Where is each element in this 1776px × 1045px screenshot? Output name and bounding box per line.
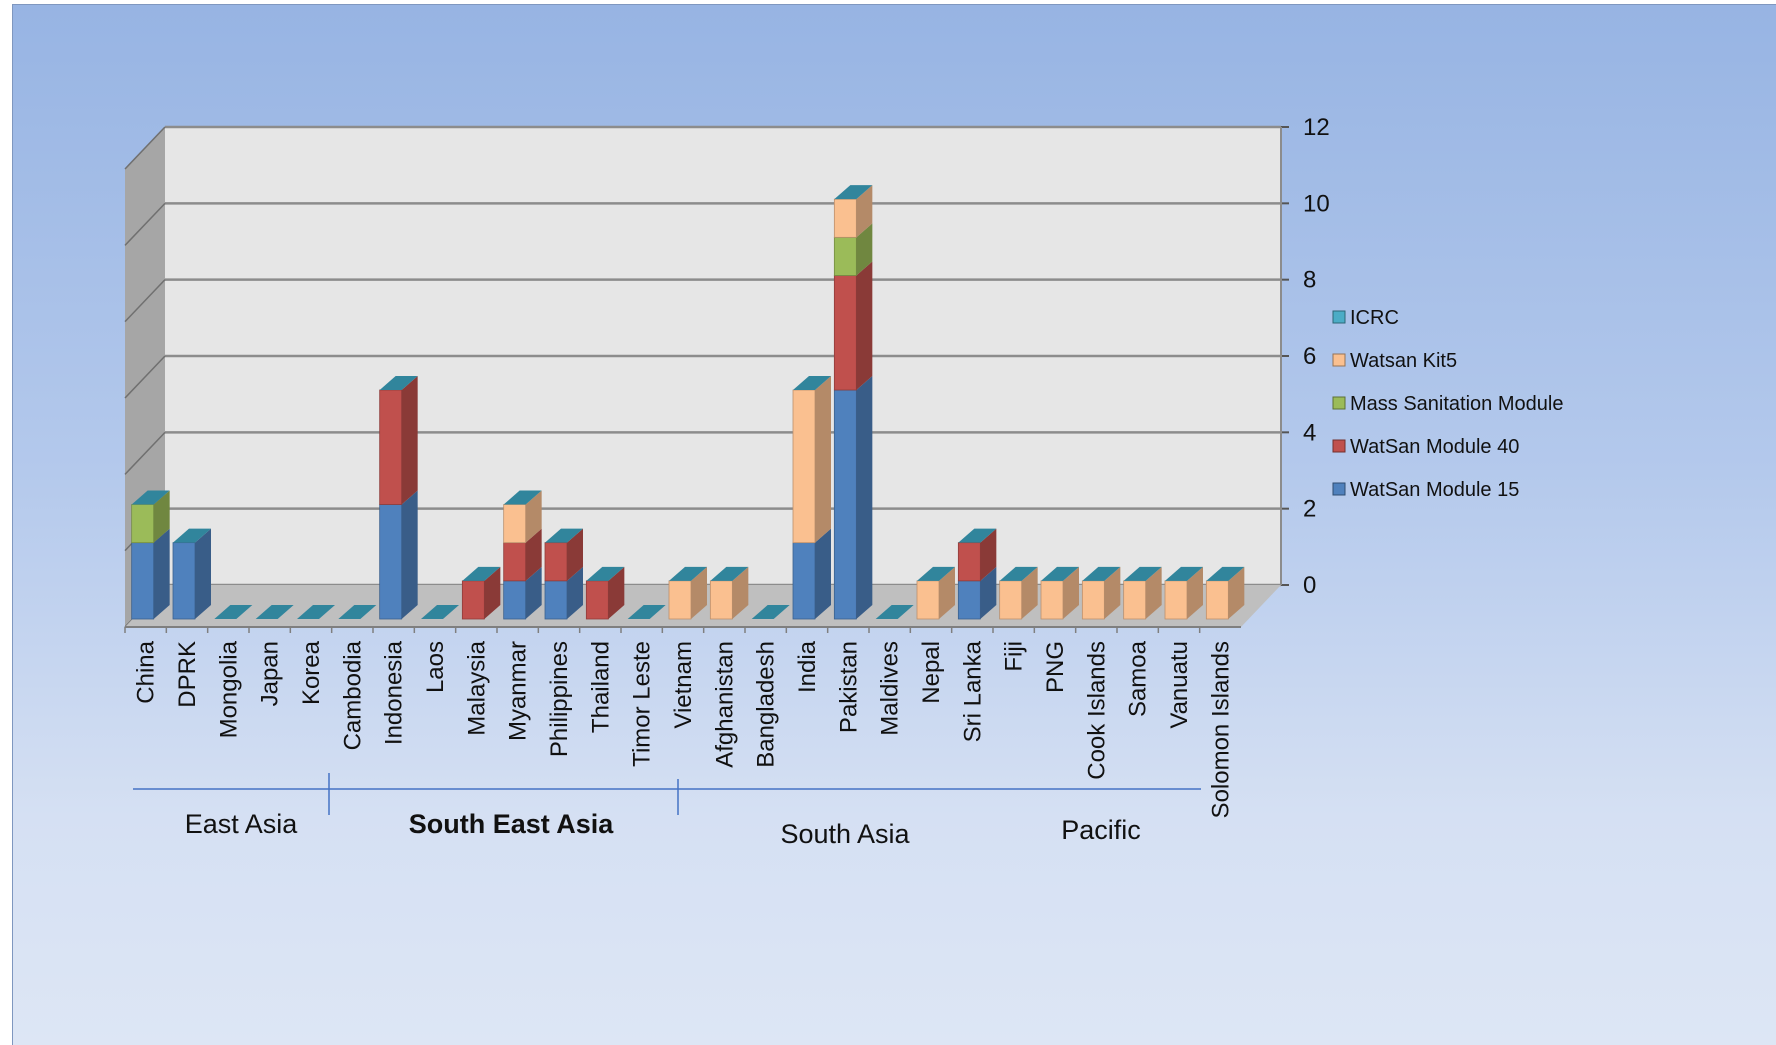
stacked-3d-bar-chart: 0 2 4 6 8 10 12 China DPRK Mongolia Japan Korea Cam… bbox=[13, 5, 1776, 1045]
bar-segment bbox=[1082, 581, 1104, 619]
bar-stack bbox=[793, 376, 831, 619]
category-label: Cambodia bbox=[339, 640, 366, 750]
y-tick-label: 2 bbox=[1303, 496, 1316, 523]
bar-segment bbox=[586, 581, 608, 619]
region-label: South East Asia bbox=[409, 809, 615, 839]
bar-segment bbox=[1124, 581, 1146, 619]
bar-segment bbox=[173, 543, 195, 619]
category-label: Vietnam bbox=[670, 641, 697, 729]
y-axis: 0 2 4 6 8 10 12 bbox=[1281, 114, 1330, 599]
category-label: Vanuatu bbox=[1166, 641, 1193, 729]
category-label: Laos bbox=[422, 641, 449, 693]
bar-segment bbox=[834, 276, 856, 391]
bar-segment bbox=[380, 390, 402, 505]
y-tick-label: 8 bbox=[1303, 267, 1316, 294]
category-label: Philippines bbox=[546, 641, 573, 757]
category-label: PNG bbox=[1042, 641, 1069, 693]
bar-segment-side bbox=[815, 376, 831, 543]
bar-segment-side bbox=[402, 376, 418, 505]
legend-label[interactable]: ICRC bbox=[1350, 307, 1399, 329]
category-label: Mongolia bbox=[215, 640, 242, 738]
bar-stack bbox=[173, 529, 211, 619]
category-label: Timor Leste bbox=[629, 641, 656, 767]
bar-segment bbox=[132, 543, 154, 619]
y-tick-label: 6 bbox=[1303, 343, 1316, 370]
category-label: Sri Lanka bbox=[959, 640, 986, 742]
category-label: Samoa bbox=[1125, 640, 1152, 717]
category-label: China bbox=[133, 640, 160, 703]
bar-segment bbox=[1000, 581, 1022, 619]
category-label: Afghanistan bbox=[711, 641, 738, 768]
category-label: Japan bbox=[257, 641, 284, 706]
bar-segment bbox=[1165, 581, 1187, 619]
category-label: Bangladesh bbox=[753, 641, 780, 768]
bar-segment bbox=[132, 505, 154, 543]
category-label: Korea bbox=[298, 640, 325, 705]
bar-segment bbox=[958, 543, 980, 581]
category-label: Myanmar bbox=[505, 641, 532, 741]
bar-segment bbox=[545, 543, 567, 581]
region-label: South Asia bbox=[780, 819, 910, 849]
category-label: Indonesia bbox=[381, 640, 408, 745]
bar-segment bbox=[380, 505, 402, 620]
bar-segment-side bbox=[815, 529, 831, 619]
chart-frame: 0 2 4 6 8 10 12 China DPRK Mongolia Japan Korea Cam… bbox=[12, 4, 1776, 1045]
bar-segment-side bbox=[856, 262, 872, 391]
bar-segment bbox=[504, 581, 526, 619]
bar-segment bbox=[834, 390, 856, 619]
category-label: India bbox=[794, 640, 821, 693]
bar-segment-side bbox=[154, 529, 170, 619]
bar-stack bbox=[132, 491, 170, 620]
legend-swatch[interactable] bbox=[1333, 440, 1345, 452]
y-tick-label: 4 bbox=[1303, 419, 1316, 446]
bar-stack bbox=[834, 185, 872, 619]
bar-segment bbox=[504, 505, 526, 543]
category-label: Pakistan bbox=[835, 641, 862, 733]
bar-segment bbox=[1041, 581, 1063, 619]
region-label: East Asia bbox=[185, 809, 299, 839]
bar-segment bbox=[1206, 581, 1228, 619]
legend-swatch[interactable] bbox=[1333, 397, 1345, 409]
category-label: Cook Islands bbox=[1083, 641, 1110, 780]
legend-label[interactable]: WatSan Module 40 bbox=[1350, 436, 1519, 458]
bar-segment bbox=[669, 581, 691, 619]
category-label: Solomon Islands bbox=[1207, 641, 1234, 818]
category-label: Thailand bbox=[587, 641, 614, 733]
bar-segment-side bbox=[195, 529, 211, 619]
legend-label[interactable]: Mass Sanitation Module bbox=[1350, 393, 1563, 415]
bar-stack bbox=[958, 529, 996, 619]
region-groups: East Asia South East Asia South Asia Pacifi… bbox=[133, 773, 1201, 849]
bar-segment bbox=[793, 390, 815, 543]
bar-segment-side bbox=[856, 376, 872, 619]
legend-label[interactable]: Watsan Kit5 bbox=[1350, 350, 1457, 372]
bar-segment bbox=[958, 581, 980, 619]
bar-segment bbox=[504, 543, 526, 581]
y-tick-label: 12 bbox=[1303, 114, 1330, 141]
bar-segment bbox=[462, 581, 484, 619]
bar-segment bbox=[917, 581, 939, 619]
bar-stack bbox=[504, 491, 542, 620]
bar-segment bbox=[545, 581, 567, 619]
bar-segment bbox=[710, 581, 732, 619]
legend-swatch[interactable] bbox=[1333, 311, 1345, 323]
y-tick-label: 10 bbox=[1303, 190, 1330, 217]
legend-label[interactable]: WatSan Module 15 bbox=[1350, 479, 1519, 501]
y-tick-label: 0 bbox=[1303, 572, 1316, 599]
chart-walls bbox=[125, 127, 1281, 627]
bar-stack bbox=[545, 529, 583, 619]
bar-stack bbox=[380, 376, 418, 619]
category-label: Malaysia bbox=[463, 640, 490, 735]
region-label: Pacific bbox=[1061, 815, 1141, 845]
legend[interactable]: ICRC Watsan Kit5 Mass Sanitation Module Wat… bbox=[1333, 307, 1563, 501]
category-label: Maldives bbox=[877, 641, 904, 736]
bar-segment-side bbox=[402, 491, 418, 620]
bar-segment bbox=[793, 543, 815, 619]
bar-segment bbox=[834, 237, 856, 275]
category-label: Nepal bbox=[918, 641, 945, 704]
category-label: DPRK bbox=[174, 641, 201, 708]
legend-swatch[interactable] bbox=[1333, 483, 1345, 495]
legend-swatch[interactable] bbox=[1333, 354, 1345, 366]
category-label: Fiji bbox=[1001, 641, 1028, 672]
bar-segment bbox=[834, 199, 856, 237]
